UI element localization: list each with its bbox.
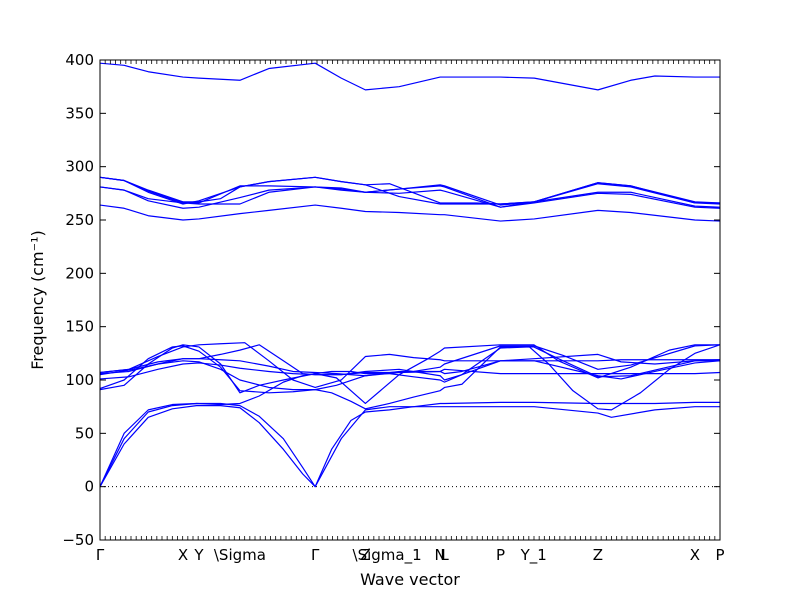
phonon-branch-12 — [100, 186, 720, 209]
y-tick-label: 150 — [65, 318, 94, 336]
y-tick-label: 400 — [65, 51, 94, 69]
phonon-branches — [100, 62, 720, 488]
phonon-branch-17 — [100, 62, 720, 91]
x-tick-label: Z — [593, 546, 603, 564]
phonon-branch-13 — [100, 185, 720, 208]
phonon-branch-11 — [100, 204, 720, 222]
phonon-branch-14 — [100, 176, 720, 205]
x-tick-label: Z — [360, 546, 370, 564]
x-tick-label: P — [496, 546, 505, 564]
y-axis: −50 0 50 100 150 200 250 300 350 400 — [62, 51, 720, 549]
x-tick-label: X — [178, 546, 188, 564]
phonon-branch-6 — [100, 342, 720, 389]
x-tick-label: Y_1 — [520, 546, 547, 565]
phonon-branch-7 — [100, 360, 720, 391]
y-tick-label: 50 — [75, 424, 94, 442]
y-tick-label: 250 — [65, 211, 94, 229]
y-tick-label: −50 — [62, 531, 94, 549]
phonon-branch-16 — [100, 176, 720, 205]
x-tick-label: \Sigma — [214, 546, 266, 564]
phonon-branch-9 — [100, 359, 720, 381]
y-tick-label: 100 — [65, 371, 94, 389]
x-tick-label: Γ — [311, 546, 320, 564]
y-tick-label: 0 — [84, 478, 94, 496]
y-tick-label: 200 — [65, 264, 94, 282]
y-tick-label: 350 — [65, 104, 94, 122]
x-tick-label: X — [690, 546, 700, 564]
y-axis-label: Frequency (cm⁻¹) — [28, 230, 47, 369]
x-tick-label: \Sigma_1 — [353, 546, 422, 565]
phonon-branch-5 — [100, 344, 720, 405]
plot-frame — [99, 59, 721, 541]
x-tick-label: L — [440, 546, 449, 564]
x-axis: Γ X Y \Sigma Γ Z\Sigma_1 NL P Y_1 Z X P — [96, 60, 725, 565]
x-tick-label: Y — [193, 546, 204, 564]
phonon-branch-1 — [100, 405, 720, 488]
x-tick-label: N — [435, 546, 446, 564]
x-tick-label: Γ — [96, 546, 105, 564]
x-axis-label: Wave vector — [360, 570, 460, 589]
y-tick-label: 300 — [65, 158, 94, 176]
x-tick-label: P — [715, 546, 724, 564]
phonon-branch-10 — [100, 344, 720, 376]
